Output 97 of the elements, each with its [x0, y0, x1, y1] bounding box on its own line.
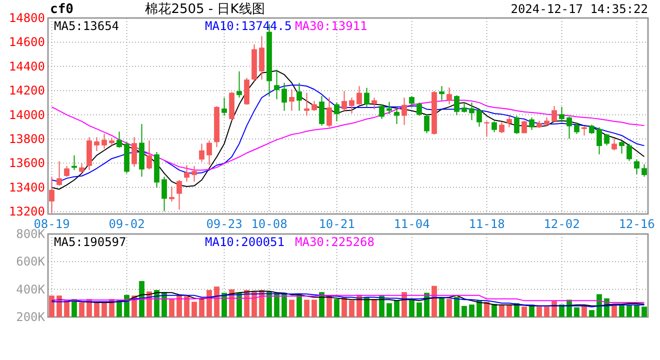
- x-tick-label: 10-08: [251, 217, 288, 231]
- x-tick-label: 09-02: [108, 217, 145, 231]
- candlestick: [499, 122, 504, 134]
- candlestick: [462, 102, 467, 113]
- candlestick: [634, 159, 640, 175]
- candlestick: [312, 100, 317, 112]
- candlestick: [492, 120, 497, 133]
- y-tick-label: 14800: [8, 11, 45, 25]
- text: MA5:13654: [54, 19, 120, 33]
- text: cf0: [50, 2, 74, 17]
- candlestick: [386, 101, 392, 115]
- candlestick: [529, 116, 534, 130]
- x-tick-label: 09-23: [206, 217, 242, 231]
- x-tick-label: 11-04: [394, 217, 430, 231]
- y-tick-label: 200K: [16, 310, 46, 324]
- candlestick: [132, 136, 137, 168]
- candlestick: [64, 166, 70, 178]
- candlestick: [79, 163, 84, 174]
- candlestick: [176, 180, 182, 210]
- candlestick: [296, 82, 302, 112]
- line-series: [51, 294, 645, 303]
- candlestick: [559, 106, 564, 123]
- candlestick: [514, 115, 520, 134]
- y-tick-label: 13200: [8, 204, 45, 219]
- candlestick: [56, 160, 62, 186]
- candlestick: [162, 176, 167, 212]
- candlestick: [192, 166, 197, 182]
- candlestick: [334, 102, 340, 122]
- candlestick: [349, 97, 354, 114]
- candlestick: [274, 69, 280, 100]
- candlestick: [574, 122, 580, 134]
- y-tick-label: 600K: [16, 254, 46, 269]
- text: MA10:13744.5: [205, 19, 292, 33]
- candlestick: [446, 86, 452, 105]
- candlestick: [619, 140, 624, 154]
- candlestick: [589, 124, 594, 134]
- y-tick-label: 13800: [8, 132, 45, 146]
- text: MA30:13911: [295, 19, 368, 33]
- candlestick: [356, 86, 362, 106]
- candlestick: [476, 108, 482, 128]
- y-tick-label: 14200: [8, 84, 45, 98]
- candlestick: [612, 138, 617, 151]
- candlestick: [304, 92, 310, 116]
- candlestick: [402, 97, 407, 126]
- candlestick: [49, 176, 54, 214]
- x-tick-label: 12-16: [618, 217, 655, 231]
- candlestick: [94, 136, 100, 152]
- candlestick: [552, 105, 557, 123]
- chart-title: 棉花2505 - 日K线图: [145, 2, 265, 17]
- candlestick: [289, 88, 294, 112]
- y-tick-label: 14000: [8, 108, 45, 122]
- y-tick-label: 13400: [8, 180, 45, 194]
- text: 2024-12-17 14:35:22: [510, 2, 648, 16]
- candlestick: [409, 96, 414, 108]
- candlestick: [326, 97, 332, 128]
- candlestick: [364, 87, 370, 108]
- candlestick: [319, 96, 324, 126]
- x-tick-label: 10-21: [318, 217, 355, 231]
- candlestick: [116, 131, 122, 148]
- y-tick-label: 14400: [8, 59, 45, 74]
- candlestick: [566, 116, 572, 140]
- candlestick: [199, 143, 204, 162]
- candlestick: [372, 97, 377, 110]
- candlestick: [259, 36, 264, 80]
- y-tick-label: 800K: [16, 227, 46, 241]
- candlestick: [642, 164, 647, 178]
- y-tick-label: 14600: [8, 35, 45, 50]
- candlestick: [454, 94, 460, 116]
- text: MA30:225268: [295, 235, 374, 249]
- candlestick: [484, 120, 490, 138]
- candlestick: [424, 114, 430, 134]
- y-tick-label: 400K: [16, 282, 46, 296]
- candlestick: [72, 154, 77, 171]
- candlestick: [596, 126, 602, 155]
- candlestick: [184, 164, 190, 182]
- candlestick: [394, 107, 400, 124]
- candlestick: [206, 140, 212, 166]
- candlestick: [626, 143, 632, 162]
- candlestick: [439, 86, 444, 101]
- candlestick: [379, 104, 384, 120]
- candlestick: [102, 133, 107, 150]
- candlestick: [282, 82, 287, 112]
- text: MA5:190597: [54, 235, 126, 249]
- candlestick: [469, 102, 474, 121]
- candlestick: [146, 140, 152, 170]
- candlestick: [222, 97, 227, 116]
- candlestick: [604, 133, 610, 146]
- candlestick: [169, 186, 174, 202]
- candlestick: [522, 120, 527, 134]
- candlestick: [236, 70, 242, 98]
- candlestick: [342, 90, 347, 112]
- candlestick: [416, 102, 422, 116]
- text: MA10:200051: [205, 235, 284, 249]
- candlestick: [506, 116, 512, 128]
- y-tick-label: 13600: [8, 156, 45, 170]
- x-tick-label: 11-18: [468, 217, 505, 231]
- x-tick-label: 12-02: [544, 217, 580, 231]
